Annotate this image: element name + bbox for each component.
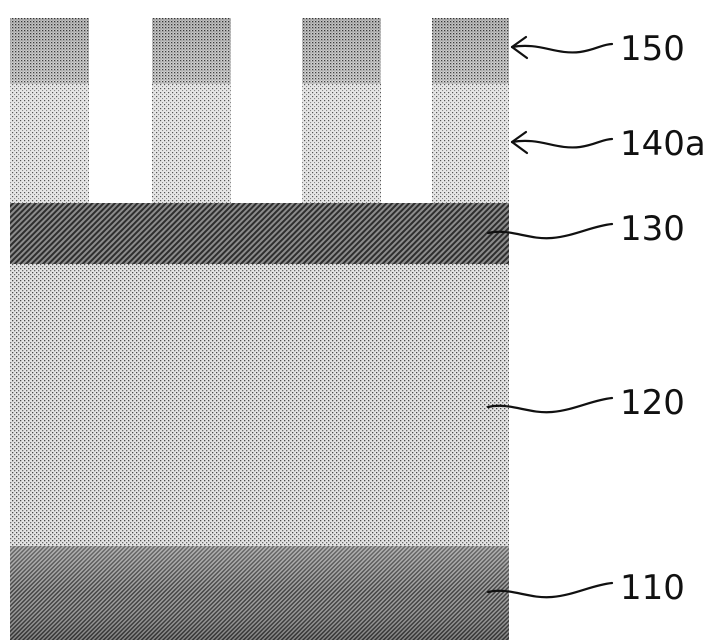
label-150: 150 xyxy=(620,29,685,69)
leader-140a xyxy=(512,132,612,153)
layer-120 xyxy=(10,264,509,546)
label-120: 120 xyxy=(620,383,685,423)
pillar-2 xyxy=(152,18,231,203)
pillar-1 xyxy=(10,18,89,203)
layer-110 xyxy=(10,546,509,640)
layer-130 xyxy=(10,203,509,264)
leader-150 xyxy=(512,37,612,58)
label-130: 130 xyxy=(620,209,685,249)
label-140a: 140a xyxy=(620,124,706,164)
label-110: 110 xyxy=(620,568,685,608)
pillar-4 xyxy=(432,18,509,203)
pillar-3 xyxy=(302,18,381,203)
